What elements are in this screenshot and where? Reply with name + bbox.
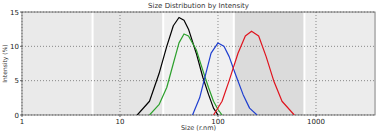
x-axis-label: Size (r.nm) bbox=[181, 124, 216, 132]
tick bbox=[22, 115, 23, 117]
background-image bbox=[23, 12, 92, 115]
y-tick-label: 5 bbox=[15, 77, 19, 85]
x-tick-label: 10 bbox=[116, 118, 125, 126]
y-axis-label: Intensity (%) bbox=[1, 44, 9, 82]
tick bbox=[217, 115, 218, 117]
y-tick-label: 0 bbox=[15, 112, 19, 120]
background-image bbox=[94, 12, 163, 115]
series-line bbox=[214, 31, 295, 115]
tick bbox=[315, 115, 316, 117]
grid-line bbox=[217, 12, 218, 115]
plot-frame bbox=[22, 12, 375, 115]
grid-line bbox=[22, 12, 375, 13]
series-line bbox=[137, 17, 218, 115]
grid-line bbox=[22, 115, 375, 116]
grid-line bbox=[22, 12, 23, 115]
series-group bbox=[137, 17, 294, 115]
y-tick-label: 10 bbox=[10, 43, 19, 51]
tick bbox=[119, 115, 120, 117]
chart: Size Distribution by Intensity 0 5 10 15 1 10 1… bbox=[0, 0, 378, 132]
x-tick-label: 1 bbox=[20, 118, 24, 126]
background-image bbox=[305, 12, 374, 115]
x-tick-label: 1000 bbox=[307, 118, 325, 126]
grid-line bbox=[119, 12, 120, 115]
grid-line bbox=[315, 12, 316, 115]
title: Size Distribution by Intensity bbox=[148, 2, 249, 10]
series-line bbox=[150, 34, 223, 115]
grid-line bbox=[22, 80, 375, 81]
y-tick-label: 15 bbox=[10, 9, 19, 17]
series-line bbox=[193, 43, 257, 115]
grid-line bbox=[22, 46, 375, 47]
